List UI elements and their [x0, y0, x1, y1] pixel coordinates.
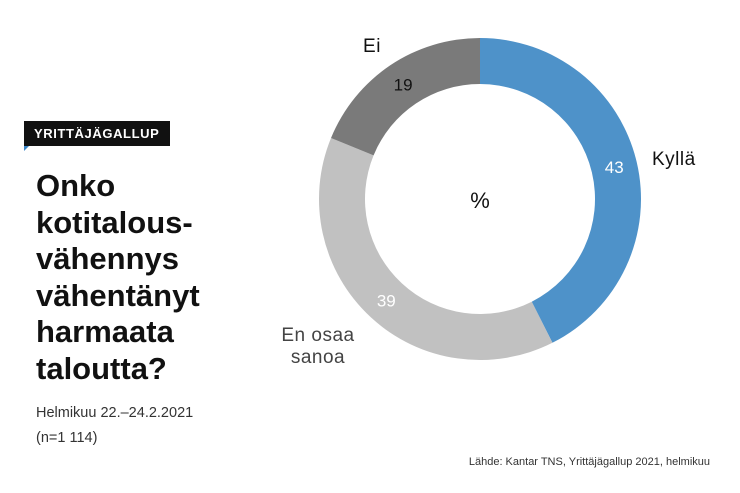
category-label-en-osaa-sanoa: En osaa sanoa: [281, 325, 354, 368]
donut-category-labels: Kyllä En osaa sanoa Ei: [281, 36, 695, 368]
slice-ei: [331, 38, 480, 156]
slice-en-osaa-sanoa: [318, 137, 553, 360]
source-note: Lähde: Kantar TNS, Yrittäjägallup 2021, …: [468, 456, 710, 468]
chart-question-title: Onko kotitalous- vähennys vähentänyt har…: [36, 168, 200, 386]
donut-value-labels: 43 39 19: [377, 75, 624, 310]
donut-center-label: %: [470, 188, 490, 213]
value-label-en-osaa-sanoa: 39: [377, 291, 396, 310]
survey-period: Helmikuu 22.–24.2.2021: [36, 405, 194, 421]
sample-size: (n=1 114): [36, 430, 98, 446]
slice-kylla: [480, 38, 641, 343]
value-label-kylla: 43: [605, 158, 624, 177]
donut-slices: [318, 38, 641, 360]
category-label-kylla: Kyllä: [652, 149, 696, 170]
category-label-ei: Ei: [363, 36, 381, 57]
value-label-ei: 19: [394, 75, 413, 94]
yrittajagallup-badge: YRITTÄJÄGALLUP: [24, 121, 171, 151]
